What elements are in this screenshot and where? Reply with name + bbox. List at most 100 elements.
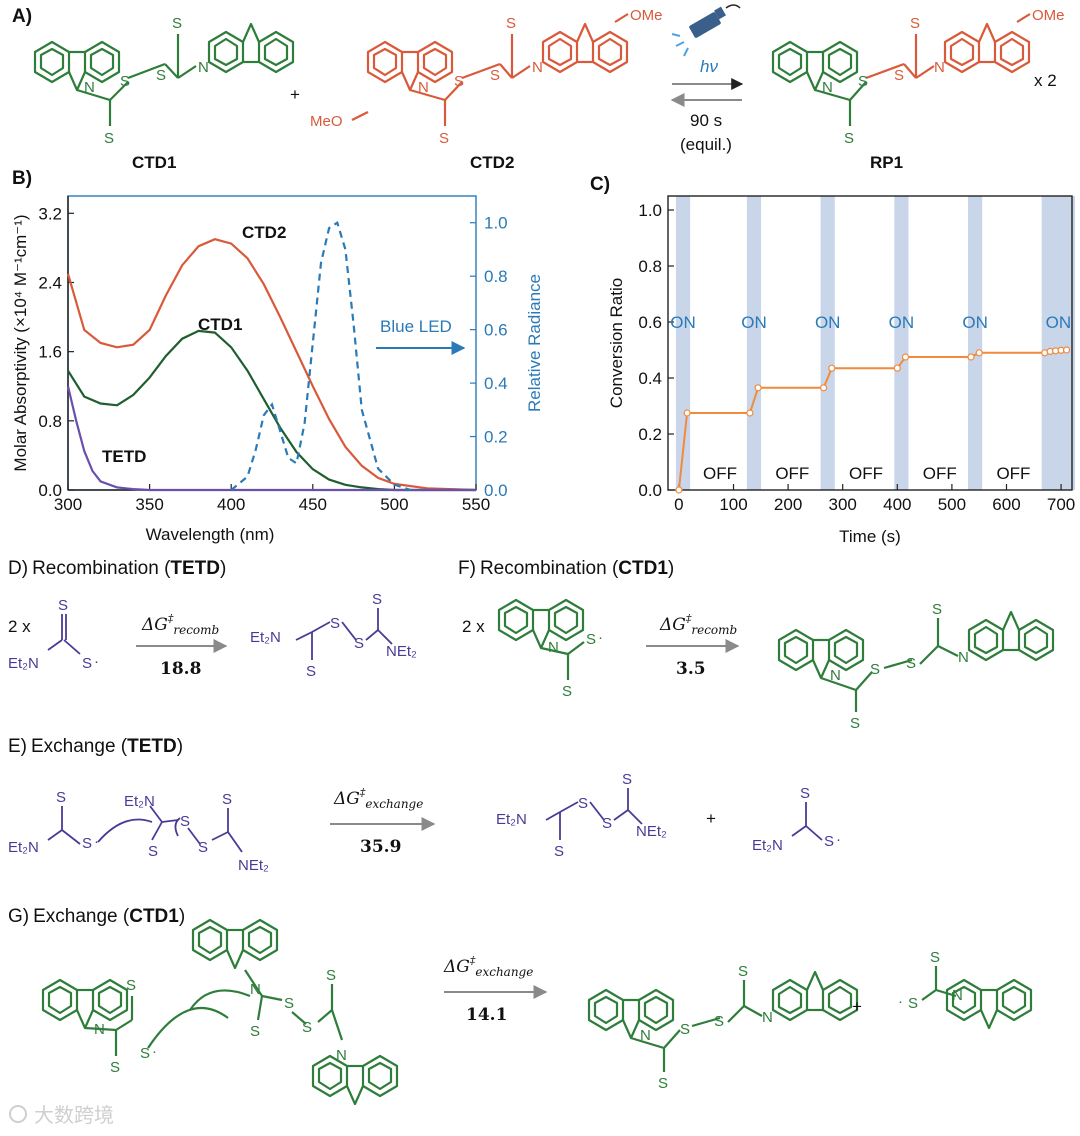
on-band bbox=[746, 196, 762, 490]
data-point bbox=[819, 384, 828, 392]
svg-text:NEt₂: NEt₂ bbox=[636, 823, 667, 840]
svg-text:Et₂N: Et₂N bbox=[496, 811, 527, 828]
off-label: OFF bbox=[703, 464, 737, 483]
watermark-text: 大数跨境 bbox=[34, 1104, 114, 1127]
x-tick-label: 0 bbox=[674, 495, 683, 514]
svg-text:S: S bbox=[56, 789, 66, 806]
panel-a-plus: + bbox=[290, 85, 300, 104]
hv-label: hν bbox=[700, 57, 718, 76]
svg-text:S: S bbox=[354, 635, 364, 652]
svg-text:S: S bbox=[82, 835, 92, 852]
svg-text:S: S bbox=[454, 73, 464, 90]
svg-text:S: S bbox=[250, 1023, 260, 1040]
svg-text:S: S bbox=[306, 663, 316, 680]
ctd1-exchange-reactants bbox=[41, 918, 399, 1106]
data-point bbox=[746, 409, 754, 417]
data-point bbox=[901, 353, 910, 361]
on-band bbox=[1041, 196, 1075, 490]
svg-text:S: S bbox=[302, 1019, 312, 1036]
svg-text:Et₂N: Et₂N bbox=[250, 629, 281, 646]
y-tick-label: 0.4 bbox=[638, 369, 662, 388]
y-tick-label: 0.6 bbox=[638, 313, 662, 332]
svg-text:S: S bbox=[850, 715, 860, 732]
svg-text:·: · bbox=[836, 831, 841, 848]
x-tick-label: 500 bbox=[938, 495, 966, 514]
chart-b-xlabel: Wavelength (nm) bbox=[146, 525, 275, 544]
panel-f-arrow: ΔG‡recomb 3.5 bbox=[646, 612, 740, 679]
ctd1-structure bbox=[33, 22, 295, 126]
svg-text:S: S bbox=[82, 655, 92, 672]
svg-text:S: S bbox=[439, 130, 449, 147]
carbazole-radical-f-atoms: N S S · bbox=[548, 629, 603, 700]
off-label: OFF bbox=[775, 464, 809, 483]
x-tick-label: 200 bbox=[774, 495, 802, 514]
svg-text:ΔG‡exchange: ΔG‡exchange bbox=[333, 786, 423, 811]
watermark-icon bbox=[9, 1105, 27, 1123]
on-label: ON bbox=[962, 313, 988, 332]
series-line-tetd bbox=[66, 385, 476, 492]
panel-d-arrow: ΔG‡recomb 18.8 bbox=[136, 612, 228, 679]
y-left-tick-label: 2.4 bbox=[38, 273, 62, 292]
x-tick-label: 450 bbox=[299, 495, 327, 514]
svg-text:S: S bbox=[578, 795, 588, 812]
data-point bbox=[754, 384, 762, 392]
y-right-tick-label: 0.4 bbox=[484, 374, 508, 393]
y-left-tick-label: 1.6 bbox=[38, 343, 62, 362]
ctd2-atoms: N S S S S N MeO OMe bbox=[310, 7, 663, 147]
equil-label: (equil.) bbox=[680, 135, 732, 154]
svg-text:S: S bbox=[180, 813, 190, 830]
svg-text:S: S bbox=[738, 963, 748, 980]
svg-text:·: · bbox=[94, 833, 99, 850]
on-label: ON bbox=[1046, 313, 1072, 332]
svg-text:NEt₂: NEt₂ bbox=[238, 857, 269, 874]
svg-text:S: S bbox=[870, 661, 880, 678]
svg-text:S: S bbox=[222, 791, 232, 808]
on-band bbox=[820, 196, 835, 490]
svg-text:·: · bbox=[898, 993, 903, 1010]
x-tick-label: 300 bbox=[54, 495, 82, 514]
tetd-exchange-product bbox=[545, 788, 643, 840]
svg-text:S: S bbox=[910, 15, 920, 32]
on-label: ON bbox=[670, 313, 696, 332]
svg-text:S: S bbox=[844, 130, 854, 147]
data-point bbox=[683, 409, 691, 417]
off-label: OFF bbox=[996, 464, 1030, 483]
svg-text:N: N bbox=[418, 79, 429, 96]
svg-text:N: N bbox=[830, 667, 841, 684]
panel-e-arrow: ΔG‡exchange 35.9 bbox=[330, 786, 436, 857]
svg-text:MeO: MeO bbox=[310, 113, 343, 130]
x-tick-label: 600 bbox=[992, 495, 1020, 514]
svg-text:F)Recombination (CTD1): F) Recombination (CTD1) bbox=[458, 558, 674, 579]
data-point bbox=[893, 364, 901, 372]
svg-text:N: N bbox=[84, 79, 95, 96]
series-line-ctd1 bbox=[67, 329, 476, 492]
y-left-tick-label: 3.2 bbox=[38, 204, 62, 223]
svg-text:S: S bbox=[506, 15, 516, 32]
panel-e-value: 35.9 bbox=[360, 837, 401, 857]
svg-text:·: · bbox=[94, 653, 99, 670]
panel-e-title: E) Exchange (TETD) bbox=[8, 736, 183, 757]
svg-text:ΔG‡recomb: ΔG‡recomb bbox=[141, 612, 219, 637]
svg-text:S: S bbox=[824, 833, 834, 850]
svg-text:S: S bbox=[622, 771, 632, 788]
svg-text:S: S bbox=[894, 67, 904, 84]
tetd-exchange-product-atoms: Et₂N S S S S NEt₂ bbox=[496, 771, 667, 860]
tetd-product-d-atoms: Et₂N S S S S NEt₂ bbox=[250, 591, 417, 680]
y-tick-label: 0.0 bbox=[638, 481, 662, 500]
svg-text:S: S bbox=[932, 601, 942, 618]
svg-text:N: N bbox=[532, 59, 543, 76]
svg-text:S: S bbox=[562, 683, 572, 700]
x-tick-label: 300 bbox=[829, 495, 857, 514]
panel-g-title: G) Exchange (CTD1) bbox=[8, 906, 185, 927]
y-right-tick-label: 0.2 bbox=[484, 428, 508, 447]
panel-d-coefficient: 2 x bbox=[8, 617, 31, 636]
ctd1-exchange-reactants-atoms: N S S S · N S S S S N bbox=[94, 967, 347, 1076]
x-tick-label: 350 bbox=[135, 495, 163, 514]
y-right-tick-label: 1.0 bbox=[484, 214, 508, 233]
off-label: OFF bbox=[923, 464, 957, 483]
svg-text:S: S bbox=[110, 1059, 120, 1076]
panel-g-arrow: ΔG‡exchange 14.1 bbox=[443, 954, 548, 1025]
panel-e-plus: + bbox=[706, 809, 716, 828]
panel-f-title: F) Recombination (CTD1) bbox=[458, 558, 674, 579]
panel-f-value: 3.5 bbox=[676, 659, 706, 679]
